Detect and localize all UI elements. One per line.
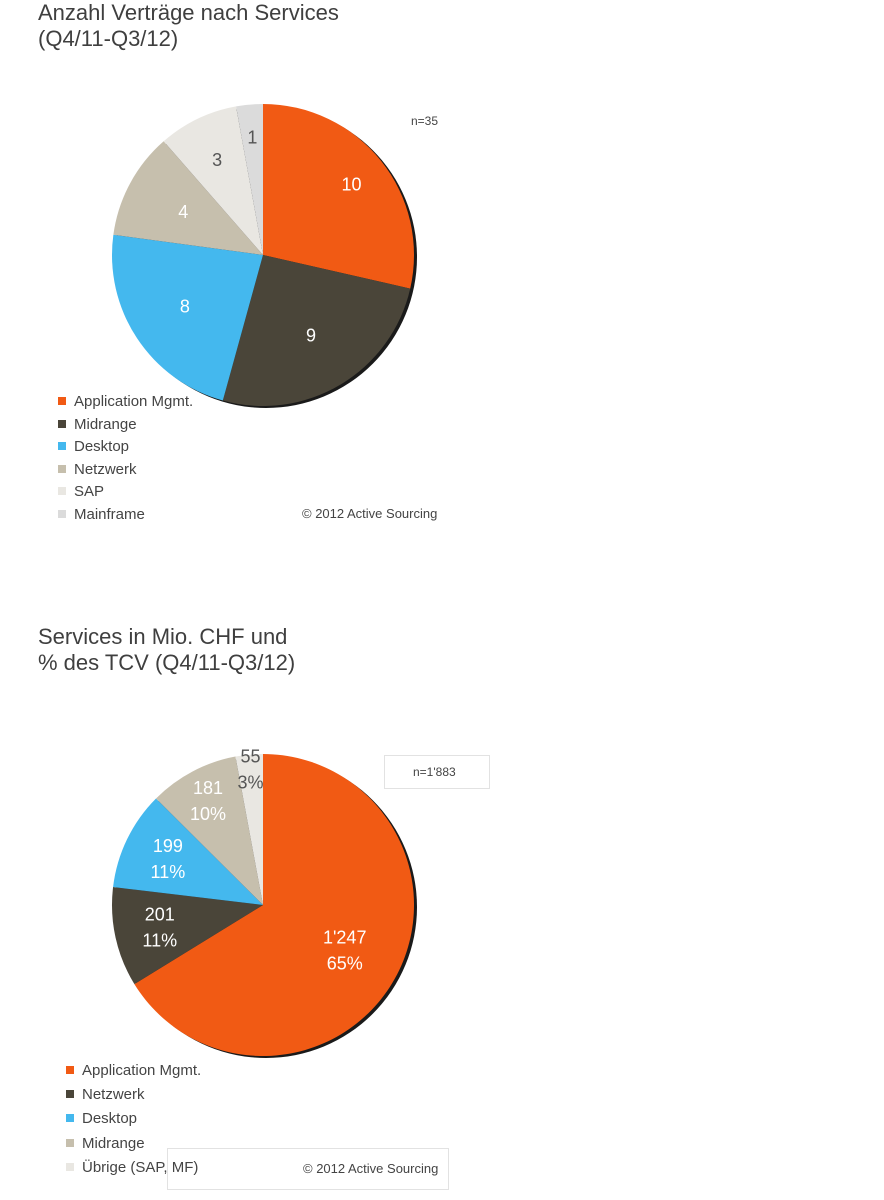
legend-swatch-1	[58, 397, 66, 405]
pie-slice-label-6: 1	[247, 128, 257, 148]
legend-item-3: Desktop	[58, 436, 193, 459]
pie-slice-4	[113, 141, 264, 255]
legend-item-3: Desktop	[66, 1107, 201, 1131]
legend-swatch-4	[58, 464, 66, 473]
chart-1-pie: 10 9 8 4 3 1	[112, 104, 417, 408]
chart-2-legend: Application Mgmt. Netzwerk Desktop Midrange…	[66, 1059, 201, 1180]
chart-2-copyright-box	[167, 1148, 449, 1190]
pie-slice-6	[236, 104, 263, 255]
legend-item-4: Netzwerk	[58, 459, 193, 482]
legend-label-2: Netzwerk	[82, 1086, 145, 1104]
pie-slice-3	[112, 234, 263, 401]
legend-swatch-3	[66, 1114, 74, 1123]
pie-slice-label-2: 201 11%	[142, 905, 177, 951]
pie-slice-2	[112, 887, 263, 985]
legend-label-5: Übrige (SAP, MF)	[82, 1158, 199, 1176]
pie-slice-label-1: 1'247 65%	[323, 928, 366, 974]
chart-2-sample-size-box	[384, 755, 490, 789]
pie-slice-2	[222, 255, 411, 406]
pie-slice-5	[163, 106, 263, 255]
pie-slice-label-3: 8	[180, 297, 190, 317]
legend-item-2: Midrange	[58, 414, 193, 437]
chart-1-sample-size: n=35	[411, 114, 439, 128]
chart-2-title-line-2: % des TCV (Q4/11-Q3/12)	[38, 650, 296, 675]
legend-label-4: Netzwerk	[74, 460, 137, 478]
legend-item-6: Mainframe	[58, 504, 193, 527]
pie-slice-4	[156, 756, 263, 905]
legend-swatch-2	[58, 419, 66, 428]
legend-label-2: Midrange	[74, 415, 137, 433]
pie-slice-label-5: 55 3%	[238, 747, 264, 793]
legend-swatch-5	[58, 487, 66, 495]
pie-slice-label-4: 4	[178, 202, 188, 222]
chart-1-legend: Application Mgmt. Midrange Desktop Netzwerk…	[58, 391, 193, 526]
pie-slice-label-1: 10	[342, 174, 362, 194]
legend-item-1: Application Mgmt.	[58, 391, 193, 414]
pie-slice-1	[134, 754, 414, 1056]
legend-swatch-5	[66, 1162, 74, 1171]
legend-label-5: SAP	[74, 483, 105, 500]
legend-item-4: Midrange	[66, 1132, 201, 1156]
chart-2-title-line-1: Services in Mio. CHF und	[38, 624, 288, 649]
legend-item-5: SAP	[58, 481, 193, 504]
legend-item-1: Application Mgmt.	[66, 1059, 201, 1083]
legend-swatch-6	[58, 509, 66, 518]
pie-slice-1	[263, 104, 414, 289]
legend-swatch-4	[66, 1138, 74, 1147]
legend-swatch-3	[58, 442, 66, 450]
legend-item-5: Übrige (SAP, MF)	[66, 1156, 201, 1180]
legend-swatch-1	[66, 1066, 74, 1074]
chart-2-copyright: © 2012 Active Sourcing	[303, 1161, 439, 1176]
legend-label-3: Desktop	[82, 1110, 138, 1128]
chart-2-sample-size: n=1'883	[413, 765, 456, 779]
pie-slice-label-3: 199 11%	[151, 836, 186, 882]
pie-slice-3	[113, 798, 263, 905]
legend-swatch-2	[66, 1090, 74, 1099]
legend-item-2: Netzwerk	[66, 1083, 201, 1107]
legend-label-6: Mainframe	[74, 505, 145, 523]
chart-2-pie: 1'247 65% 201 11% 199 11%181 10% 55 3%	[112, 747, 417, 1058]
chart-1-title-line-1: Anzahl Verträge nach Services	[38, 0, 339, 25]
chart-1-title-line-2: (Q4/11-Q3/12)	[38, 26, 179, 51]
pie-slice-label-4: 181 10%	[190, 778, 226, 824]
legend-label-1: Application Mgmt.	[82, 1062, 202, 1079]
pie-slice-label-5: 3	[212, 150, 222, 170]
legend-label-3: Desktop	[74, 438, 130, 455]
legend-label-1: Application Mgmt.	[74, 393, 194, 410]
pie-slice-5	[235, 754, 263, 905]
chart-1-copyright: © 2012 Active Sourcing	[302, 506, 438, 521]
pie-slice-label-2: 9	[306, 325, 316, 345]
legend-label-4: Midrange	[82, 1134, 145, 1152]
chart-2-title: Services in Mio. CHF und % des TCV (Q4/1…	[38, 624, 458, 676]
chart-1-title: Anzahl Verträge nach Services (Q4/11-Q3/…	[38, 0, 458, 52]
